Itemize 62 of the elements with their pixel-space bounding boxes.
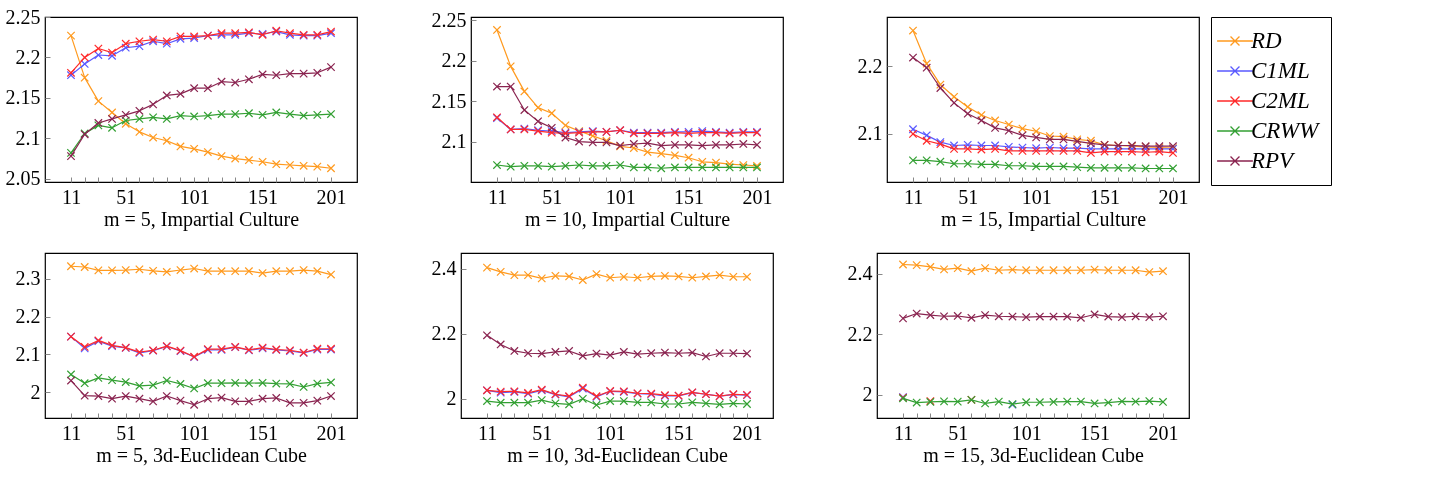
x-tick-label: 101 (1011, 421, 1042, 444)
x-tick-label: 11 (903, 185, 924, 208)
x-axis-title: m = 10, 3d-Euclidean Cube (507, 443, 728, 466)
x-tick-label: 151 (674, 185, 705, 208)
x-tick-label: 51 (948, 421, 969, 444)
x-tick-label: 201 (316, 185, 347, 208)
legend-label: CRWW (1251, 118, 1321, 143)
y-tick-label: 2.15 (431, 89, 467, 112)
x-tick-label: 101 (595, 421, 626, 444)
y-tick-label: 2.2 (15, 305, 41, 328)
x-tick-label: 51 (116, 185, 137, 208)
x-tick-label: 101 (179, 421, 210, 444)
x-tick-label: 101 (605, 185, 636, 208)
x-tick-label: 51 (542, 185, 563, 208)
legend-label: C1ML (1251, 58, 1310, 83)
x-axis-title: m = 15, Impartial Culture (940, 207, 1147, 231)
y-tick-label: 2.4 (847, 262, 873, 285)
y-tick-label: 2.2 (15, 45, 41, 68)
x-tick-label: 151 (248, 185, 279, 208)
legend-label: C2ML (1251, 88, 1310, 113)
x-tick-label: 151 (1090, 185, 1121, 208)
x-tick-label: 11 (61, 421, 82, 444)
y-tick-label: 2.15 (5, 86, 41, 109)
x-tick-label: 201 (316, 421, 347, 444)
y-tick-label: 2.2 (441, 49, 467, 72)
x-tick-label: 151 (248, 421, 279, 444)
x-tick-label: 151 (664, 421, 695, 444)
y-tick-label: 2.2 (857, 54, 883, 77)
y-tick-label: 2.1 (441, 130, 467, 153)
x-axis-title: m = 5, Impartial Culture (103, 207, 300, 231)
y-tick-label: 2.05 (5, 167, 41, 190)
y-tick-label: 2 (862, 383, 873, 406)
x-tick-label: 201 (742, 185, 773, 208)
x-tick-label: 201 (1158, 185, 1189, 208)
x-tick-label: 101 (1021, 185, 1052, 208)
x-axis-title: m = 5, 3d-Euclidean Cube (96, 443, 307, 466)
legend-label: RD (1250, 28, 1283, 53)
y-tick-label: 2.3 (15, 267, 41, 290)
x-tick-label: 11 (487, 185, 508, 208)
y-tick-label: 2 (446, 387, 457, 410)
x-tick-label: 201 (1148, 421, 1179, 444)
legend-label: RPV (1250, 148, 1297, 173)
y-tick-label: 2.1 (857, 122, 883, 145)
x-axis-title: m = 10, Impartial Culture (524, 207, 731, 231)
x-tick-label: 101 (179, 185, 210, 208)
y-tick-label: 2.25 (5, 5, 41, 28)
x-axis-title: m = 15, 3d-Euclidean Cube (923, 443, 1144, 466)
x-tick-label: 51 (958, 185, 979, 208)
y-tick-label: 2.2 (847, 322, 873, 345)
y-tick-label: 2.25 (431, 8, 467, 31)
x-tick-label: 201 (732, 421, 763, 444)
x-tick-label: 51 (116, 421, 137, 444)
x-tick-label: 11 (893, 421, 914, 444)
y-tick-label: 2.4 (431, 257, 457, 280)
x-tick-label: 151 (1080, 421, 1111, 444)
y-tick-label: 2.1 (15, 342, 41, 365)
x-tick-label: 11 (477, 421, 498, 444)
y-tick-label: 2 (30, 380, 41, 403)
x-tick-label: 11 (61, 185, 82, 208)
x-tick-label: 51 (532, 421, 553, 444)
y-tick-label: 2.1 (15, 126, 41, 149)
y-tick-label: 2.2 (431, 322, 457, 345)
